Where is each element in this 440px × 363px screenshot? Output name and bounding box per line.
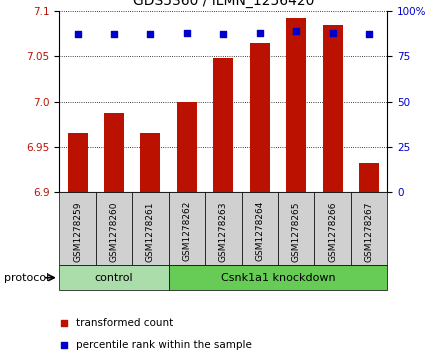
Bar: [242, 192, 278, 265]
Bar: [278, 192, 314, 265]
Point: [74, 32, 81, 37]
Bar: [169, 265, 387, 290]
Bar: [177, 102, 197, 192]
Text: GSM1278262: GSM1278262: [182, 201, 191, 261]
Bar: [205, 192, 242, 265]
Point: [183, 30, 191, 36]
Text: GSM1278265: GSM1278265: [292, 201, 301, 262]
Point: [220, 32, 227, 37]
Point: [264, 202, 271, 208]
Point: [264, 0, 271, 4]
Bar: [314, 192, 351, 265]
Bar: [96, 192, 132, 265]
Text: GSM1278263: GSM1278263: [219, 201, 228, 262]
Text: GSM1278266: GSM1278266: [328, 201, 337, 262]
Text: control: control: [95, 273, 133, 283]
Bar: [250, 43, 270, 192]
Point: [366, 32, 373, 37]
Text: percentile rank within the sample: percentile rank within the sample: [76, 340, 252, 350]
Text: Csnk1a1 knockdown: Csnk1a1 knockdown: [220, 273, 335, 283]
Bar: [132, 192, 169, 265]
Point: [329, 30, 336, 36]
Bar: [140, 134, 161, 192]
Bar: [59, 265, 169, 290]
Text: GSM1278259: GSM1278259: [73, 201, 82, 262]
Bar: [351, 192, 387, 265]
Title: GDS5360 / ILMN_1256420: GDS5360 / ILMN_1256420: [132, 0, 314, 8]
Text: GSM1278260: GSM1278260: [110, 201, 118, 262]
Bar: [213, 58, 233, 192]
Text: GSM1278267: GSM1278267: [364, 201, 374, 262]
Bar: [359, 163, 379, 192]
Point: [293, 28, 300, 34]
Text: protocol: protocol: [4, 273, 50, 283]
Bar: [169, 192, 205, 265]
Text: GSM1278264: GSM1278264: [255, 201, 264, 261]
Bar: [68, 134, 88, 192]
Bar: [286, 18, 306, 192]
Point: [256, 30, 263, 36]
Point: [147, 32, 154, 37]
Text: transformed count: transformed count: [76, 318, 173, 328]
Bar: [59, 192, 96, 265]
Text: GSM1278261: GSM1278261: [146, 201, 155, 262]
Point: [110, 32, 117, 37]
Bar: [104, 113, 124, 192]
Bar: [323, 25, 343, 192]
